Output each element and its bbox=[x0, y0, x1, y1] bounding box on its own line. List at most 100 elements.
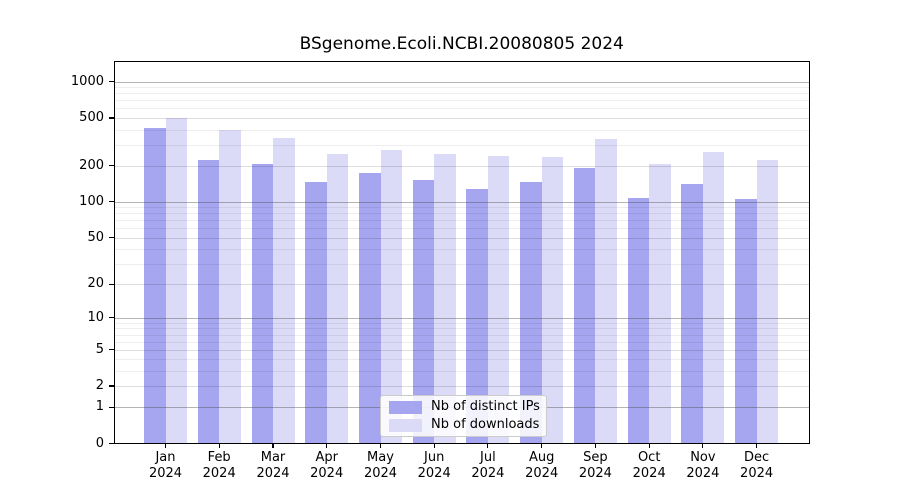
gridline-minor-70 bbox=[113, 220, 810, 222]
gridline-5 bbox=[113, 349, 810, 351]
y-tick-label-100: 100 bbox=[79, 193, 104, 209]
bar-distinct-ips-jun bbox=[412, 180, 435, 444]
y-tick-label-20: 20 bbox=[87, 276, 104, 292]
chart-title: BSgenome.Ecoli.NCBI.20080805 2024 bbox=[299, 34, 624, 54]
gridline-minor-9 bbox=[113, 322, 810, 324]
x-tick-label-jan: Jan 2024 bbox=[134, 450, 198, 482]
legend-label-distinct-ips: Nb of distinct IPs bbox=[431, 399, 540, 414]
x-tick-year: 2024 bbox=[740, 466, 774, 481]
y-tick-500 bbox=[109, 117, 114, 119]
bar-downloads-mar bbox=[273, 138, 295, 444]
y-tick-label-5: 5 bbox=[95, 341, 104, 357]
y-tick-label-50: 50 bbox=[87, 229, 104, 245]
legend-item-downloads: Nb of downloads bbox=[389, 418, 539, 432]
x-tick-month: Nov bbox=[690, 450, 716, 465]
x-tick-jun bbox=[433, 443, 435, 448]
y-tick-label-10: 10 bbox=[87, 309, 104, 325]
x-tick-year: 2024 bbox=[148, 466, 183, 481]
x-tick-month: Sep bbox=[583, 450, 608, 465]
legend-swatch-downloads-icon bbox=[389, 418, 422, 432]
bar-distinct-ips-apr bbox=[305, 182, 327, 444]
y-tick-label-1: 1 bbox=[95, 399, 104, 415]
x-tick-feb bbox=[218, 443, 220, 448]
y-tick-label-1000: 1000 bbox=[70, 73, 104, 89]
y-tick-200 bbox=[109, 165, 114, 167]
gridline-20 bbox=[113, 284, 810, 286]
gridline-10 bbox=[113, 317, 810, 319]
bar-downloads-feb bbox=[219, 130, 241, 444]
x-tick-year: 2024 bbox=[256, 466, 290, 481]
gridline-minor-30 bbox=[113, 263, 810, 265]
x-tick-year: 2024 bbox=[202, 466, 236, 481]
bar-distinct-ips-may bbox=[359, 172, 381, 444]
x-tick-dec bbox=[756, 443, 758, 448]
x-tick-month: Dec bbox=[744, 450, 770, 465]
bar-downloads-dec bbox=[756, 160, 779, 444]
bar-distinct-ips-jul bbox=[466, 189, 488, 444]
x-tick-oct bbox=[648, 443, 650, 448]
gridline-100 bbox=[113, 201, 810, 203]
gridline-minor-800 bbox=[113, 93, 810, 95]
gridline-500 bbox=[113, 118, 810, 119]
y-tick-50 bbox=[109, 237, 114, 239]
x-tick-year: 2024 bbox=[578, 466, 612, 481]
gridline-50 bbox=[113, 237, 810, 239]
x-tick-year: 2024 bbox=[686, 466, 720, 481]
gridline-minor-4 bbox=[113, 359, 810, 361]
gridline-minor-60 bbox=[113, 228, 810, 230]
x-tick-label-dec: Dec 2024 bbox=[725, 450, 789, 482]
x-tick-month: Jan bbox=[155, 450, 176, 465]
x-tick-label-feb: Feb 2024 bbox=[187, 450, 251, 482]
bar-downloads-sep bbox=[595, 138, 617, 444]
x-tick-label-may: May 2024 bbox=[349, 450, 413, 482]
plot-area bbox=[113, 60, 810, 444]
y-tick-label-0: 0 bbox=[95, 435, 104, 451]
y-tick-label-200: 200 bbox=[79, 157, 104, 173]
x-tick-year: 2024 bbox=[525, 466, 559, 481]
x-tick-month: Jun bbox=[424, 450, 445, 465]
bar-downloads-apr bbox=[326, 153, 349, 444]
x-tick-month: Aug bbox=[528, 450, 555, 465]
gridline-minor-300 bbox=[113, 144, 810, 146]
gridline-minor-8 bbox=[113, 328, 810, 330]
x-tick-year: 2024 bbox=[310, 466, 344, 481]
x-tick-jan bbox=[164, 443, 167, 448]
bar-distinct-ips-jan bbox=[144, 127, 166, 444]
x-tick-month: Apr bbox=[315, 450, 338, 465]
y-tick-1000 bbox=[109, 81, 114, 83]
x-tick-label-apr: Apr 2024 bbox=[295, 450, 359, 482]
y-tick-label-2: 2 bbox=[95, 378, 104, 393]
x-tick-may bbox=[379, 443, 382, 448]
x-tick-label-sep: Sep 2024 bbox=[563, 450, 627, 482]
x-tick-year: 2024 bbox=[363, 466, 398, 481]
y-tick-2 bbox=[109, 385, 114, 387]
x-tick-apr bbox=[326, 443, 328, 448]
gridline-minor-700 bbox=[113, 100, 810, 102]
x-tick-aug bbox=[541, 443, 543, 448]
bar-distinct-ips-feb bbox=[197, 160, 220, 444]
x-tick-label-jul: Jul 2024 bbox=[456, 450, 520, 482]
x-tick-month: May bbox=[367, 450, 394, 465]
x-tick-label-oct: Oct 2024 bbox=[617, 450, 681, 482]
x-tick-jul bbox=[487, 443, 489, 448]
x-tick-label-nov: Nov 2024 bbox=[671, 450, 735, 482]
gridline-2 bbox=[113, 386, 810, 387]
bar-downloads-jun bbox=[434, 153, 456, 444]
legend-swatch-distinct-ips-icon bbox=[389, 400, 422, 414]
bar-distinct-ips-mar bbox=[251, 164, 273, 444]
x-tick-label-aug: Aug 2024 bbox=[510, 450, 574, 482]
gridline-200 bbox=[113, 165, 810, 167]
x-tick-label-jun: Jun 2024 bbox=[402, 450, 466, 482]
y-tick-5 bbox=[109, 349, 114, 351]
y-tick-20 bbox=[109, 283, 114, 285]
gridline-minor-90 bbox=[113, 207, 810, 209]
x-tick-month: Mar bbox=[260, 450, 286, 465]
bar-distinct-ips-dec bbox=[735, 198, 757, 444]
gridline-minor-80 bbox=[113, 213, 810, 215]
bar-downloads-jan bbox=[165, 118, 187, 444]
x-tick-nov bbox=[702, 443, 704, 448]
x-tick-year: 2024 bbox=[632, 466, 666, 481]
x-tick-month: Oct bbox=[637, 450, 661, 465]
gridline-minor-3 bbox=[113, 370, 810, 372]
x-tick-month: Jul bbox=[480, 450, 496, 465]
